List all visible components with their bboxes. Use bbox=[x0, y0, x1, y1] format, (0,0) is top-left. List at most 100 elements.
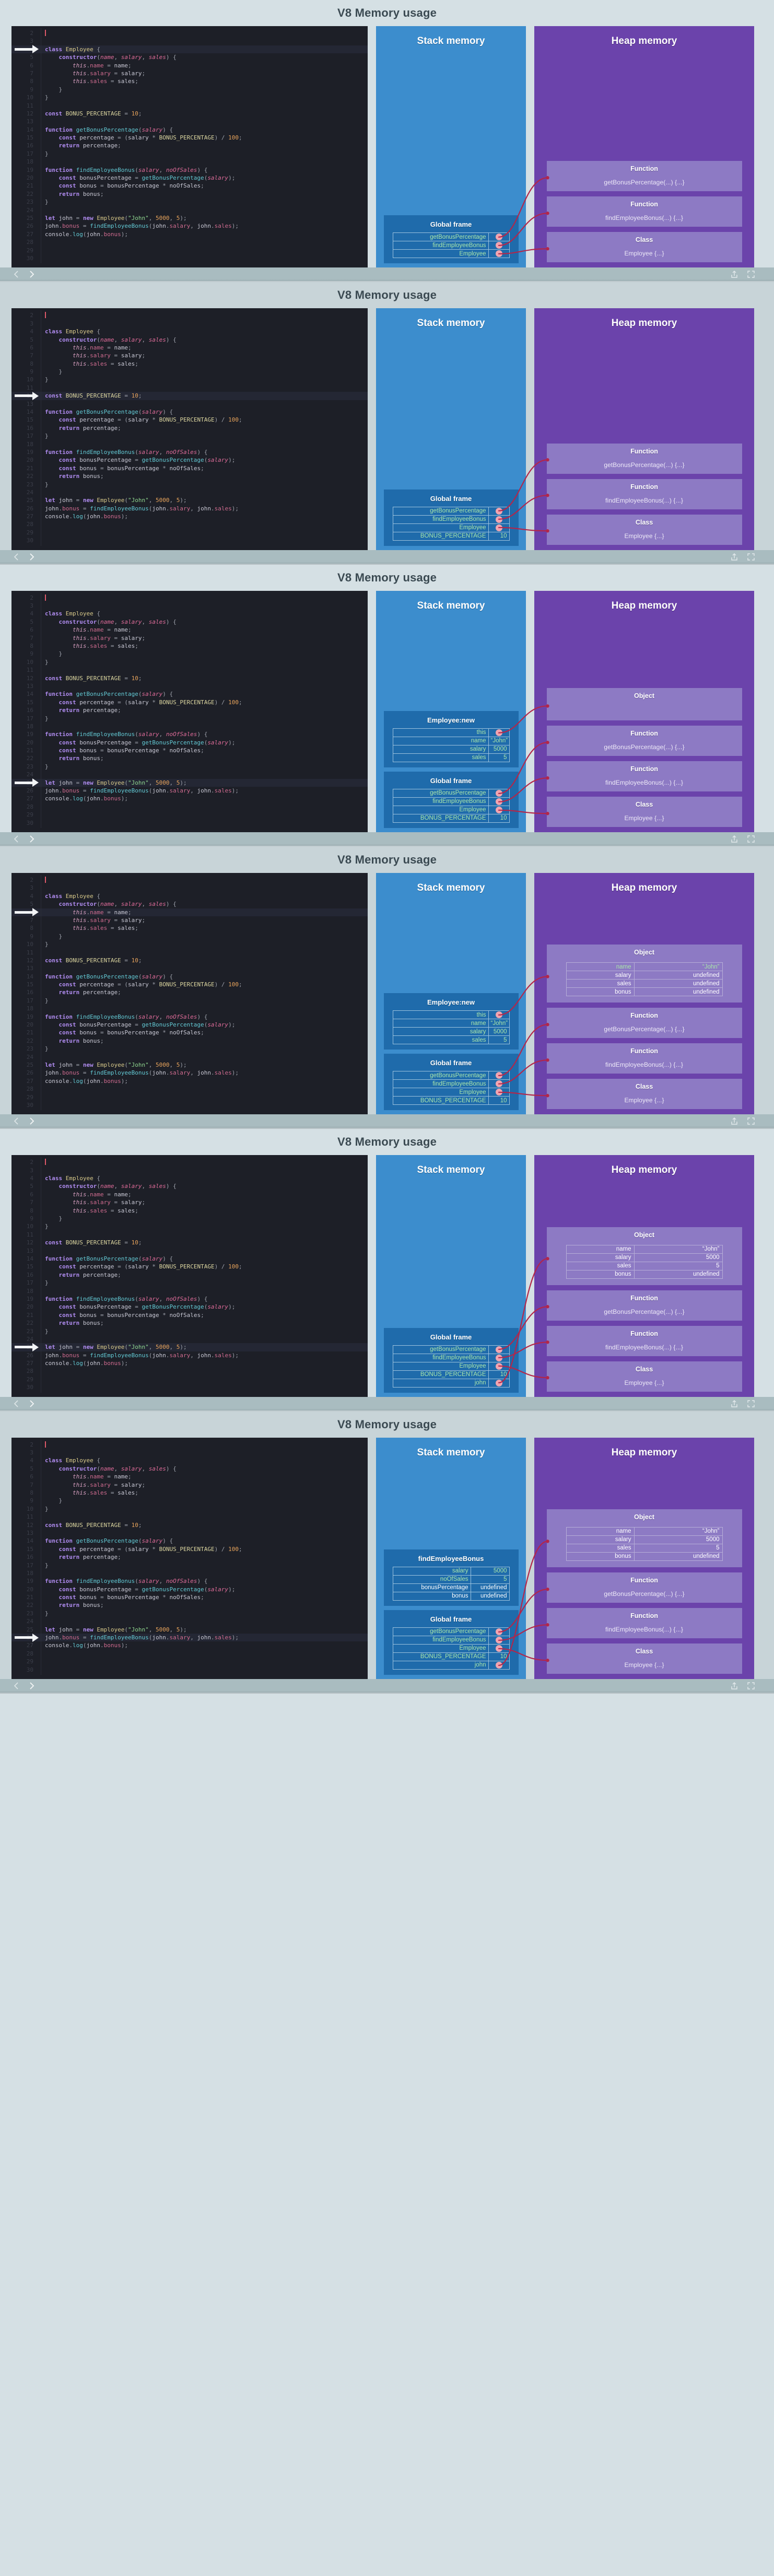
code-line: 5 constructor(name, salary, sales) { bbox=[11, 1181, 368, 1192]
panel-footer bbox=[0, 1114, 774, 1128]
line-number: 7 bbox=[30, 69, 33, 77]
heap-object-table: name “John” salary 5000 sales 5 bonus undefined bbox=[566, 1526, 723, 1561]
code-line: 9 } bbox=[11, 84, 368, 95]
next-button[interactable] bbox=[27, 1117, 36, 1125]
stack-var-pointer bbox=[488, 1345, 510, 1354]
table-row: name “John” bbox=[392, 736, 510, 745]
stack-frame-title: Global frame bbox=[430, 1333, 472, 1341]
stack-var-name: getBonusPercentage bbox=[392, 1071, 489, 1080]
next-button[interactable] bbox=[27, 835, 36, 843]
heap-prop-value: “John” bbox=[634, 962, 723, 972]
stack-memory-title: Stack memory bbox=[417, 600, 485, 611]
next-button[interactable] bbox=[27, 1682, 36, 1690]
stack-var-name: noOfSales bbox=[392, 1575, 471, 1584]
share-icon[interactable] bbox=[730, 1117, 738, 1125]
prev-button[interactable] bbox=[13, 553, 21, 561]
code-text: function getBonusPercentage(salary) { bbox=[41, 1253, 173, 1264]
line-number: 28 bbox=[26, 521, 33, 528]
code-text: const percentage = (salary * BONUS_PERCE… bbox=[41, 133, 242, 143]
line-number: 19 bbox=[26, 1013, 33, 1020]
line-number: 5 bbox=[30, 901, 33, 908]
code-line: 8 this.sales = sales; bbox=[11, 358, 368, 369]
fullscreen-icon[interactable] bbox=[747, 835, 755, 843]
code-line: 2 bbox=[11, 1439, 368, 1450]
next-button[interactable] bbox=[27, 553, 36, 561]
line-number: 4 bbox=[30, 1457, 33, 1464]
code-line: 16 return percentage; bbox=[11, 1269, 368, 1280]
fullscreen-icon[interactable] bbox=[747, 1400, 755, 1408]
code-line: 4 class Employee { bbox=[11, 1173, 368, 1184]
share-icon[interactable] bbox=[730, 270, 738, 278]
stack-frame: Global frame getBonusPercentage findEmploy… bbox=[383, 771, 519, 828]
code-line: 21 const bonus = bonusPercentage * noOfS… bbox=[11, 181, 368, 192]
table-row: name “John” bbox=[566, 1244, 723, 1254]
code-line: 13 bbox=[11, 116, 368, 127]
stack-var-name: name bbox=[392, 1019, 489, 1028]
share-icon[interactable] bbox=[730, 553, 738, 561]
prev-button[interactable] bbox=[13, 835, 21, 843]
heap-object-kind: Class bbox=[635, 1647, 653, 1655]
stack-var-pointer bbox=[488, 797, 510, 806]
line-number: 3 bbox=[30, 38, 33, 45]
line-number: 29 bbox=[26, 1093, 33, 1101]
code-text: function findEmployeeBonus(salary, noOfS… bbox=[41, 165, 207, 176]
stack-var-value: “John” bbox=[488, 736, 510, 745]
line-number: 28 bbox=[26, 239, 33, 246]
stack-memory-title: Stack memory bbox=[417, 1164, 485, 1176]
share-icon[interactable] bbox=[730, 1682, 738, 1690]
fullscreen-icon[interactable] bbox=[747, 1117, 755, 1125]
heap-object-box: Function getBonusPercentage(...) {...} bbox=[546, 1290, 742, 1321]
code-line: 3 bbox=[11, 883, 368, 894]
heap-object-kind: Class bbox=[635, 1083, 653, 1091]
heap-prop-value: “John” bbox=[634, 1526, 723, 1536]
line-number: 22 bbox=[26, 190, 33, 197]
table-row: name “John” bbox=[566, 962, 723, 972]
code-line: 22 return bonus; bbox=[11, 1318, 368, 1329]
line-number: 4 bbox=[30, 610, 33, 617]
line-number: 16 bbox=[26, 707, 33, 714]
code-text: const BONUS_PERCENTAGE = 10; bbox=[41, 955, 142, 966]
prev-button[interactable] bbox=[13, 1682, 21, 1690]
heap-prop-value: undefined bbox=[634, 987, 723, 997]
stack-var-value: 10 bbox=[488, 1652, 510, 1661]
heap-object-signature: findEmployeeBonus(...) {...} bbox=[605, 1061, 683, 1069]
stack-frame: Employee:new this name “John” salary 5000 sale… bbox=[383, 710, 519, 767]
line-number: 16 bbox=[26, 424, 33, 432]
table-row: sales undefined bbox=[566, 979, 723, 988]
line-number: 4 bbox=[30, 45, 33, 53]
heap-prop-value: 5 bbox=[634, 1543, 723, 1553]
prev-button[interactable] bbox=[13, 1400, 21, 1408]
next-button[interactable] bbox=[27, 270, 36, 278]
line-number: 8 bbox=[30, 78, 33, 85]
stack-var-name: getBonusPercentage bbox=[392, 232, 489, 242]
table-row: salary undefined bbox=[566, 971, 723, 980]
share-icon[interactable] bbox=[730, 835, 738, 843]
stack-var-name: this bbox=[392, 1010, 489, 1020]
fullscreen-icon[interactable] bbox=[747, 1682, 755, 1690]
next-button[interactable] bbox=[27, 1400, 36, 1408]
code-text: } bbox=[41, 1326, 49, 1337]
code-text: this.name = name; bbox=[41, 1472, 132, 1483]
stack-var-name: getBonusPercentage bbox=[392, 1627, 489, 1636]
heap-object-signature: Employee {...} bbox=[624, 1379, 664, 1386]
prev-button[interactable] bbox=[13, 1117, 21, 1125]
line-number: 14 bbox=[26, 1255, 33, 1262]
stack-var-pointer bbox=[488, 1010, 510, 1020]
code-line: 18 bbox=[11, 1004, 368, 1015]
code-line: 29 bbox=[11, 810, 368, 821]
fullscreen-icon[interactable] bbox=[747, 270, 755, 278]
heap-memory-panel: Heap memory Function getBonusPercentage(..… bbox=[534, 26, 754, 268]
share-icon[interactable] bbox=[730, 1400, 738, 1408]
fullscreen-icon[interactable] bbox=[747, 553, 755, 561]
code-line: 21 const bonus = bonusPercentage * noOfS… bbox=[11, 1592, 368, 1603]
code-line: 24 bbox=[11, 1616, 368, 1627]
table-row: Employee bbox=[392, 805, 510, 814]
prev-button[interactable] bbox=[13, 270, 21, 278]
code-line: 25 let john = new Employee("John", 5000, … bbox=[11, 1624, 368, 1635]
